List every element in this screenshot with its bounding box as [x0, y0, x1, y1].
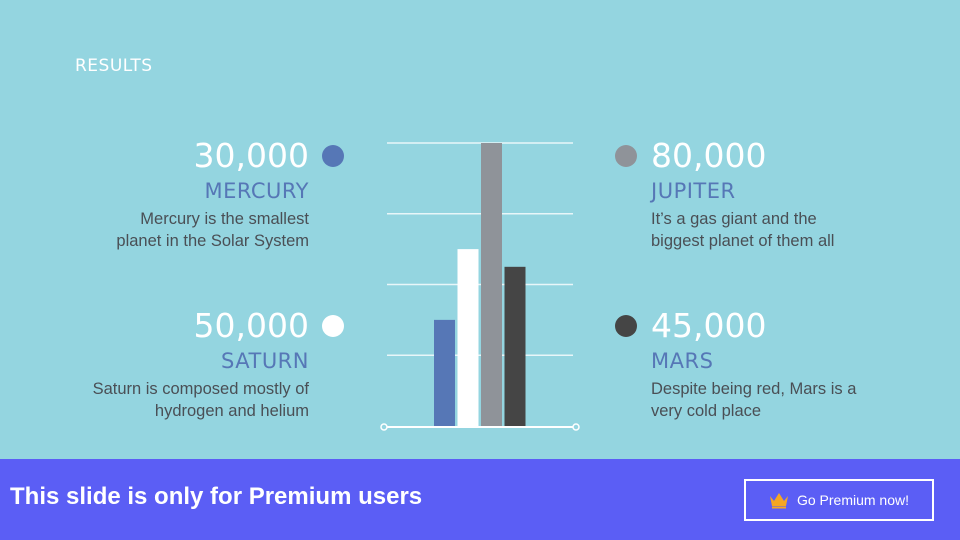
stat-description: Despite being red, Mars is a very cold p…: [651, 378, 951, 422]
description-line: very cold place: [651, 402, 762, 420]
crown-icon: [769, 493, 788, 509]
description-line: Saturn is composed mostly of: [92, 380, 309, 398]
stat-description: It’s a gas giant and the biggest planet …: [651, 208, 951, 252]
stat-mercury: 30,000 MERCURY Mercury is the smallest p…: [9, 136, 309, 252]
stat-mars: 45,000 MARS Despite being red, Mars is a…: [651, 306, 951, 422]
axis-end-cap: [572, 423, 580, 431]
description-line: biggest planet of them all: [651, 232, 835, 250]
jupiter-dot-icon: [615, 145, 637, 167]
description-line: Despite being red, Mars is a: [651, 380, 857, 398]
mercury-dot-icon: [322, 145, 344, 167]
mars-dot-icon: [615, 315, 637, 337]
slide: RESULTS 30,000 MERCURY Mercury is the sm…: [0, 0, 960, 459]
section-label: RESULTS: [75, 56, 153, 76]
description-line: planet in the Solar System: [116, 232, 309, 250]
stat-description: Saturn is composed mostly of hydrogen an…: [9, 378, 309, 422]
stat-name: MERCURY: [204, 179, 309, 203]
description-line: hydrogen and helium: [154, 402, 309, 420]
stat-name: MARS: [651, 349, 714, 373]
stat-jupiter: 80,000 JUPITER It’s a gas giant and the …: [651, 136, 951, 252]
bar-chart: [380, 142, 580, 431]
stat-name: SATURN: [221, 349, 309, 373]
stat-name: JUPITER: [651, 179, 736, 203]
description-line: Mercury is the smallest: [140, 210, 309, 228]
stat-value: 45,000: [651, 306, 767, 345]
go-premium-label: Go Premium now!: [796, 492, 910, 508]
stat-value: 30,000: [193, 136, 309, 175]
premium-banner: This slide is only for Premium users Go …: [0, 459, 960, 540]
banner-message: This slide is only for Premium users: [10, 483, 423, 510]
go-premium-button[interactable]: Go Premium now!: [744, 479, 934, 521]
stat-value: 50,000: [193, 306, 309, 345]
bar-mercury: [434, 319, 455, 426]
axis-start-cap: [380, 423, 388, 431]
stat-description: Mercury is the smallest planet in the So…: [9, 208, 309, 252]
bar-jupiter: [481, 143, 502, 426]
stat-value: 80,000: [651, 136, 767, 175]
bar-saturn: [457, 249, 479, 426]
stat-saturn: 50,000 SATURN Saturn is composed mostly …: [9, 306, 309, 422]
saturn-dot-icon: [322, 315, 344, 337]
bar-mars: [504, 266, 526, 426]
description-line: It’s a gas giant and the: [651, 210, 817, 228]
